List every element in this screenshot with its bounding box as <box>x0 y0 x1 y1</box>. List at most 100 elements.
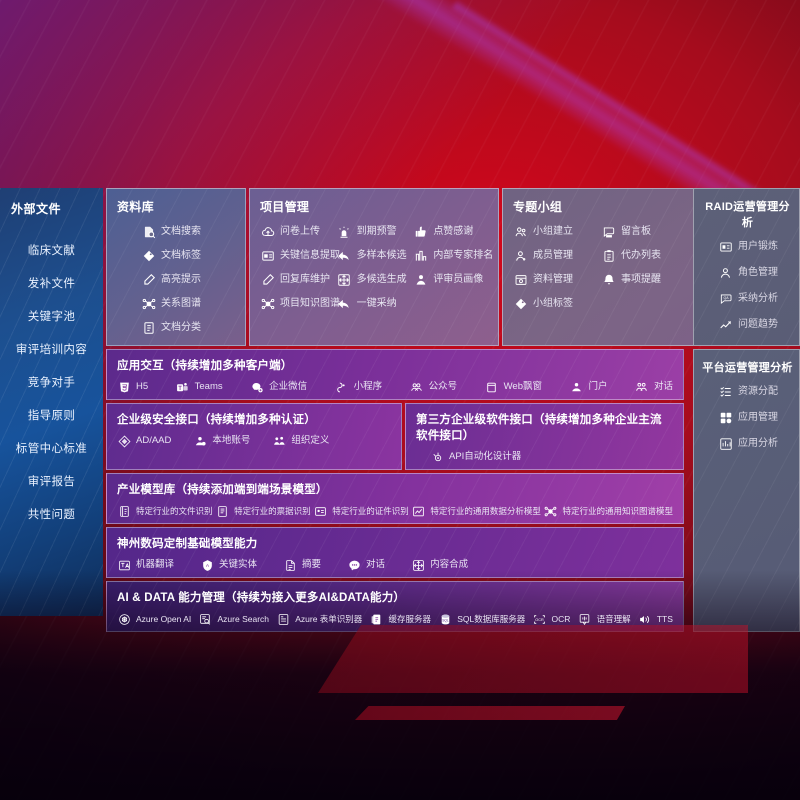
capability-summary[interactable]: 摘要 <box>283 558 321 572</box>
sidebar-item-standards-center[interactable]: 标管中心标准 <box>15 442 88 455</box>
service-azure-open-ai[interactable]: Azure Open AI <box>117 612 191 626</box>
feature-document-classify[interactable]: 文档分类 <box>141 320 237 335</box>
service-azure-search[interactable]: Azure Search <box>199 612 269 626</box>
platform-app-management[interactable]: 应用管理 <box>718 410 795 425</box>
capability-key-entity[interactable]: A 关键实体 <box>200 558 257 572</box>
service-cache-server[interactable]: 缓存服务器 <box>370 612 431 626</box>
decorative-beam <box>371 0 749 219</box>
board-content: 资料库 文档搜索 文档标签 高亮提示 <box>103 188 800 632</box>
feature-relation-graph[interactable]: 关系图谱 <box>141 296 237 311</box>
panel-platform-analysis: 平台运营管理分析 资源分配 应用管理 <box>693 349 800 632</box>
feature-highlight-hint[interactable]: 高亮提示 <box>141 272 237 287</box>
feature-project-knowledge-graph[interactable]: 项目知识图谱 <box>260 296 340 311</box>
sidebar-item-review-training[interactable]: 审评培训内容 <box>15 343 88 356</box>
client-label: 公众号 <box>428 381 458 393</box>
feature-key-info-extraction[interactable]: 关键信息提取 <box>260 248 340 263</box>
capability-content-synthesis[interactable]: 内容合成 <box>411 558 468 572</box>
auth-org-definition[interactable]: 组织定义 <box>272 434 329 448</box>
feature-like-thanks[interactable]: 点赞感谢 <box>413 224 490 239</box>
web-popup-icon <box>485 380 499 394</box>
sidebar-item-keyword-pool[interactable]: 关键字池 <box>27 310 76 323</box>
pen-edit-icon <box>260 272 275 287</box>
feature-one-click-adopt[interactable]: 一键采纳 <box>337 296 414 311</box>
service-form-recognizer[interactable]: Azure 表单识别器 <box>276 612 362 626</box>
feature-reviewer-portrait[interactable]: 评审员画像 <box>413 272 490 287</box>
client-web-popup[interactable]: Web飘窗 <box>485 380 542 394</box>
sidebar-item-supplement-file[interactable]: 发补文件 <box>27 277 76 290</box>
service-speech-understanding[interactable]: 语音理解 <box>578 612 631 626</box>
expand-grid-icon <box>337 272 352 287</box>
feature-expiry-warning[interactable]: 到期预警 <box>337 224 414 239</box>
feature-multi-sample-candidate[interactable]: 多样本候选 <box>337 248 414 263</box>
service-tts[interactable]: TTS <box>638 612 673 626</box>
client-portal[interactable]: 门户 <box>569 380 607 394</box>
client-teams[interactable]: Teams <box>176 380 223 394</box>
feature-todo-list[interactable]: 代办列表 <box>601 248 689 263</box>
capability-label: 机器翻译 <box>136 559 175 571</box>
sidebar-item-review-report[interactable]: 审评报告 <box>27 475 76 488</box>
client-official-account[interactable]: 公众号 <box>410 380 458 394</box>
dialog-people-icon <box>635 380 649 394</box>
panel-resource-library: 资料库 文档搜索 文档标签 高亮提示 <box>106 188 246 346</box>
feature-internal-expert-ranking[interactable]: 内部专家排名 <box>413 248 493 263</box>
model-file-recognition[interactable]: 特定行业的文件识别 <box>117 504 213 518</box>
feature-group-create[interactable]: 小组建立 <box>513 224 601 239</box>
decorative-swoosh <box>355 706 625 720</box>
feature-label: 评审员画像 <box>433 273 484 285</box>
feature-message-board[interactable]: 留言板 <box>601 224 689 239</box>
feature-questionnaire-upload[interactable]: 问卷上传 <box>260 224 337 239</box>
raid-user-training[interactable]: 用户锻炼 <box>718 239 795 254</box>
right-panel-stack: RAID运营管理分析 用户锻炼 角色管理 QA <box>690 188 800 632</box>
client-dialog[interactable]: 对话 <box>635 380 673 394</box>
bar-third-party-interface: 第三方企业级软件接口（持续增加多种企业主流软件接口） API自动化设计器 <box>405 403 684 470</box>
service-ocr[interactable]: OCR OCR <box>533 612 570 626</box>
feature-reply-library-maintain[interactable]: 回复库维护 <box>260 272 337 287</box>
tag-icon <box>141 248 156 263</box>
capability-machine-translation[interactable]: 机器翻译 <box>117 558 174 572</box>
sidebar-item-common-issues[interactable]: 共性问题 <box>27 508 76 521</box>
model-id-recognition[interactable]: 特定行业的证件识别 <box>313 504 409 518</box>
raid-adoption-analysis[interactable]: QA 采纳分析 <box>718 291 795 306</box>
feature-label: 高亮提示 <box>161 273 201 285</box>
model-receipt-recognition[interactable]: 特定行业的票据识别 <box>215 504 311 518</box>
sidebar-item-competitors[interactable]: 竞争对手 <box>27 376 76 389</box>
feature-label: 事项提醒 <box>621 273 661 285</box>
platform-app-analysis[interactable]: 应用分析 <box>718 436 795 451</box>
svg-text:QA: QA <box>723 296 729 300</box>
app-grid-icon <box>718 410 733 425</box>
feature-group-tag[interactable]: 小组标签 <box>513 296 601 311</box>
chat-bubble-icon <box>347 558 361 572</box>
feature-item-reminder[interactable]: 事项提醒 <box>601 272 689 287</box>
client-h5[interactable]: H5 <box>117 380 148 394</box>
ocr-icon: OCR <box>533 612 547 626</box>
document-search-icon <box>141 224 156 239</box>
api-designer[interactable]: API自动化设计器 <box>430 450 521 464</box>
feature-multi-candidate-generation[interactable]: 多候选生成 <box>337 272 414 287</box>
capability-board: 外部文件 临床文献 发补文件 关键字池 审评培训内容 竞争对手 指导原则 标管中… <box>0 188 800 632</box>
auth-ad-aad[interactable]: AD/AAD <box>117 434 171 448</box>
model-label: 特定行业的通用数据分析模型 <box>430 505 541 516</box>
feature-document-search[interactable]: 文档搜索 <box>141 224 237 239</box>
platform-resource-allocation[interactable]: 资源分配 <box>718 384 795 399</box>
client-label: H5 <box>136 381 149 393</box>
sidebar-item-clinical-literature[interactable]: 临床文献 <box>27 244 76 257</box>
client-mini-program[interactable]: 小程序 <box>335 380 382 394</box>
feature-document-tag[interactable]: 文档标签 <box>141 248 237 263</box>
org-definition-icon <box>272 434 286 448</box>
client-wechat-work[interactable]: 企业微信 <box>250 380 307 394</box>
sidebar: 外部文件 临床文献 发补文件 关键字池 审评培训内容 竞争对手 指导原则 标管中… <box>0 188 103 616</box>
feature-material-management[interactable]: 资料管理 <box>513 272 601 287</box>
capability-dialog[interactable]: 对话 <box>347 558 385 572</box>
model-data-analysis[interactable]: 特定行业的通用数据分析模型 <box>411 504 541 518</box>
panel-topic-group: 专题小组 小组建立 留言板 成员管理 <box>502 188 698 346</box>
raid-issue-trend[interactable]: 问题趋势 <box>718 317 795 332</box>
raid-role-management[interactable]: 角色管理 <box>718 265 795 280</box>
id-recognition-icon <box>313 504 327 518</box>
api-gear-icon <box>430 450 444 464</box>
bar-enterprise-security: 企业级安全接口（持续增加多种认证） AD/AAD 本地账号 <box>106 403 402 470</box>
sidebar-item-guidelines[interactable]: 指导原则 <box>27 409 76 422</box>
auth-local-account[interactable]: 本地账号 <box>193 434 250 448</box>
model-knowledge-graph[interactable]: 特定行业的通用知识图谱模型 <box>543 504 673 518</box>
service-sql-database[interactable]: SQL SQL数据库服务器 <box>438 612 525 626</box>
feature-member-management[interactable]: 成员管理 <box>513 248 601 263</box>
